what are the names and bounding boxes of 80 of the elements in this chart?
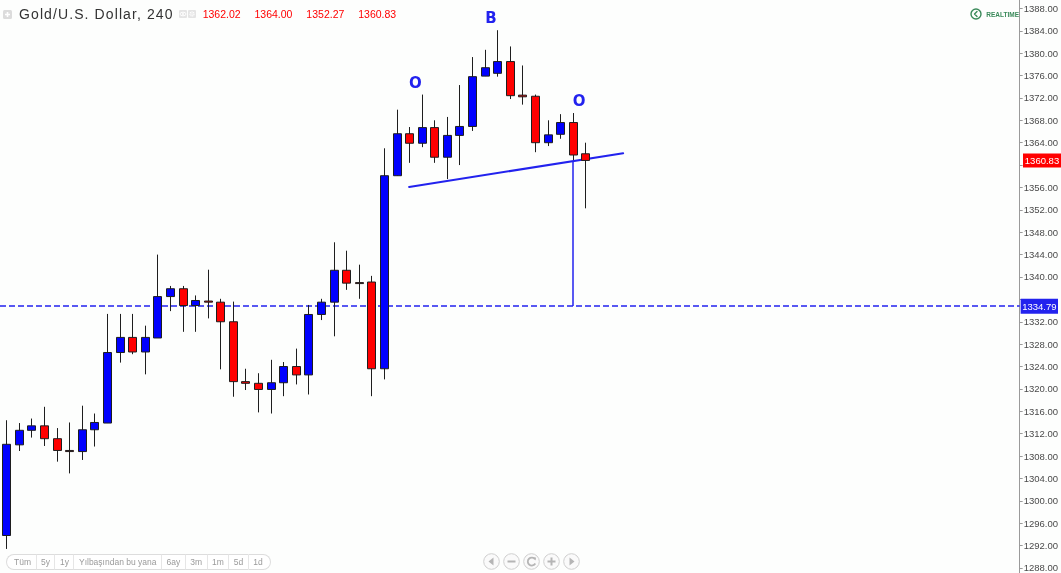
y-tick-label: 1320.00 (1023, 383, 1058, 395)
y-tick-label: 1344.00 (1023, 249, 1058, 261)
range-button: 1y (54, 554, 74, 570)
y-tick-label: 1312.00 (1023, 428, 1058, 440)
y-tick-label: 1332.00 (1023, 316, 1058, 328)
candlestick (317, 298, 326, 321)
candlestick (15, 422, 24, 452)
candlestick (581, 142, 590, 209)
range-button: Yılbaşından bu yana (73, 554, 161, 570)
annotation: Yılbaşından bu yana (78, 557, 157, 567)
y-tick-label: 1324.00 (1023, 361, 1058, 373)
candlestick (40, 406, 49, 447)
range-button: 6ay (161, 554, 185, 570)
text: 1362.02 1364.00 1352.27 1360.83 (202, 8, 397, 20)
annotation: 6ay (166, 557, 181, 567)
annotation: O (409, 73, 422, 92)
y-tick-label: 1376.00 (1023, 70, 1058, 82)
y-tick-label: 1348.00 (1023, 226, 1058, 238)
y-tick-label: 1368.00 (1023, 114, 1058, 126)
y-tick-label: 1316.00 (1023, 405, 1058, 417)
annotation: O (572, 92, 586, 111)
candlestick (254, 372, 263, 413)
candlestick (216, 298, 225, 370)
range-button: Tüm (6, 554, 36, 570)
annotation: 1d (253, 557, 263, 567)
candlestick (518, 64, 527, 106)
candlestick (405, 126, 414, 164)
y-tick-label: 1328.00 (1023, 338, 1058, 350)
y-tick-label: 1292.00 (1023, 540, 1058, 552)
candlestick (481, 49, 490, 77)
y-tick-label: 1300.00 (1023, 495, 1058, 507)
range-button: 3m (184, 554, 207, 570)
candlestick (279, 361, 288, 397)
y-tick-label: 1388.00 (1023, 2, 1058, 14)
annotation: 5y (41, 557, 50, 567)
range-button: 5d (228, 554, 248, 570)
y-tick-label: 1384.00 (1023, 25, 1058, 37)
annotation: 5d (233, 557, 244, 567)
candlestick (241, 368, 250, 391)
candlestick (443, 116, 452, 180)
y-tick-label: 1380.00 (1023, 47, 1058, 59)
text: 1360.83 (1024, 155, 1060, 167)
candlestick (355, 264, 364, 300)
candlestick (65, 421, 74, 474)
candlestick (455, 84, 464, 166)
candlestick (116, 313, 125, 364)
candlestick (179, 285, 188, 333)
annotation: Tüm (14, 557, 31, 567)
y-tick-label: 1356.00 (1023, 181, 1058, 193)
candlestick (191, 294, 200, 333)
y-tick-label: 1372.00 (1023, 92, 1058, 104)
annotation: B (485, 9, 497, 28)
candlestick (128, 313, 137, 355)
annotation: 1m (212, 557, 224, 567)
candlestick (141, 325, 150, 375)
y-tick-label: 1288.00 (1023, 562, 1058, 573)
chart-title: Gold/U.S. Dollar, 240 (19, 6, 174, 22)
annotation: 3m (190, 557, 203, 567)
candlestick (418, 94, 427, 148)
y-tick-label: 1340.00 (1023, 271, 1058, 283)
range-button: 1m (206, 554, 229, 570)
y-tick-label: 1296.00 (1023, 517, 1058, 529)
candlestick (78, 405, 87, 461)
y-tick-label: 1364.00 (1023, 137, 1058, 149)
ref-line-label: 1334.79 (1022, 300, 1057, 312)
candlestick (544, 119, 553, 147)
y-tick-label: 1308.00 (1023, 450, 1058, 462)
candlestick (27, 418, 36, 439)
candlestick (342, 250, 351, 291)
candlestick (166, 285, 175, 312)
annotation: 1y (59, 557, 69, 567)
y-tick-label: 1304.00 (1023, 472, 1058, 484)
candlestick (267, 359, 276, 415)
candlestick (556, 113, 565, 140)
candlestick (204, 269, 213, 319)
candlestick (90, 413, 99, 448)
candlestick (53, 427, 62, 463)
candlestick (493, 29, 502, 78)
candlestick (292, 348, 301, 385)
y-tick-label: 1352.00 (1023, 204, 1058, 216)
